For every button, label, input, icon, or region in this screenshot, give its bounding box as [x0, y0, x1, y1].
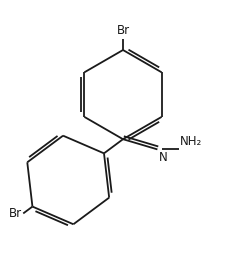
Text: N: N	[158, 151, 167, 164]
Text: Br: Br	[116, 24, 130, 37]
Text: NH₂: NH₂	[180, 135, 202, 148]
Text: Br: Br	[9, 207, 22, 220]
